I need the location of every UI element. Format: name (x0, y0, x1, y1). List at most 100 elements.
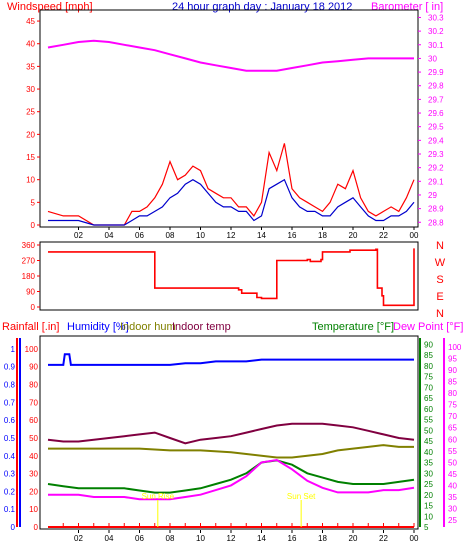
barometer-tick-label: 29.1 (428, 177, 444, 186)
dewpoint-tick-label: 70 (448, 412, 457, 421)
temperature-tick-label: 40 (424, 448, 433, 457)
temperature-tick-label: 25 (424, 480, 433, 489)
wind-baro-plot-frame (39, 9, 419, 228)
wind-x-tick-label: 10 (196, 231, 205, 240)
wind-x-tick-label: 14 (257, 231, 266, 240)
wind-average-line (48, 178, 415, 226)
legend-rainfall: Rainfall [.in] (2, 321, 59, 333)
wind-direction-chart: 0 90 180 270 360 (22, 241, 415, 312)
barometer-tick-label: 29.9 (428, 68, 444, 77)
humidity-tick-label: 70 (29, 398, 38, 407)
dewpoint-tick-label: 25 (448, 516, 457, 525)
temp-x-tick-label: 14 (257, 534, 266, 543)
humidity-tick-label: 50 (29, 434, 38, 443)
barometer-tick-label: 29.4 (428, 136, 444, 145)
temperature-tick-label: 10 (424, 512, 433, 521)
wind-x-tick-label: 04 (105, 231, 114, 240)
wind-x-tick-label: 18 (318, 231, 327, 240)
barometer-axis-label: Barometer [ in] (371, 1, 443, 13)
legend-dew-point: Dew Point [°F] (393, 321, 463, 333)
barometer-tick-label: 29.7 (428, 95, 444, 104)
temp-x-tick-label: 22 (379, 534, 388, 543)
windspeed-tick-label: 10 (26, 176, 35, 185)
temp-x-tick-label: 20 (349, 534, 358, 543)
barometer-tick-label: 30.1 (428, 41, 444, 50)
temp-x-tick-label: 00 (410, 534, 419, 543)
dewpoint-tick-label: 35 (448, 493, 457, 502)
temperature-tick-label: 15 (424, 502, 433, 511)
temp-plot-frame (39, 335, 419, 530)
windspeed-tick-label: 30 (26, 85, 35, 94)
dewpoint-tick-label: 95 (448, 354, 457, 363)
rainfall-tick-label: 0.8 (4, 381, 16, 390)
temperature-tick-label: 80 (424, 362, 433, 371)
temperature-tick-label: 20 (424, 491, 433, 500)
dewpoint-tick-label: 55 (448, 447, 457, 456)
windspeed-tick-label: 15 (26, 153, 35, 162)
wind-baro-chart: 0 5 10 15 20 25 30 35 40 45 28.8 28.9 29 29.1 29.2 29.3… (26, 13, 444, 240)
humidity-tick-label: 60 (29, 416, 38, 425)
humidity-tick-label: 40 (29, 452, 38, 461)
temperature-tick-label: 75 (424, 373, 433, 382)
barometer-tick-label: 30 (428, 54, 437, 63)
windspeed-tick-label: 25 (26, 108, 35, 117)
wind-x-tick-label: 20 (349, 231, 358, 240)
wind-x-tick-label: 16 (288, 231, 297, 240)
wind-x-tick-label: 12 (227, 231, 236, 240)
dewpoint-tick-label: 80 (448, 389, 457, 398)
rainfall-tick-label: 0.9 (4, 363, 16, 372)
humidity-tick-label: 30 (29, 470, 38, 479)
dewpoint-tick-label: 90 (448, 366, 457, 375)
legend-indoor-hum: Indoor hum (120, 321, 176, 333)
temperature-line (47, 459, 415, 494)
dewpoint-tick-label: 75 (448, 401, 457, 410)
barometer-tick-label: 29.8 (428, 82, 444, 91)
rainfall-tick-label: 0.6 (4, 416, 16, 425)
wind-x-tick-label: 00 (410, 231, 419, 240)
rainfall-tick-label: 0 (11, 523, 16, 532)
dewpoint-tick-label: 40 (448, 481, 457, 490)
dewpoint-tick-label: 30 (448, 505, 457, 514)
rainfall-tick-label: 0.2 (4, 487, 16, 496)
wind-x-tick-label: 08 (166, 231, 175, 240)
direction-tick-label: 360 (22, 241, 36, 250)
direction-letter: W (435, 257, 446, 269)
rainfall-tick-label: 0.1 (4, 505, 16, 514)
dewpoint-tick-label: 50 (448, 458, 457, 467)
barometer-tick-label: 29.2 (428, 164, 444, 173)
legend-indoor-temp: Indoor temp (172, 321, 231, 333)
wind-gust-line (47, 143, 415, 226)
direction-tick-label: 270 (22, 257, 36, 266)
windspeed-tick-label: 35 (26, 62, 35, 71)
barometer-tick-label: 29.6 (428, 109, 444, 118)
temperature-tick-label: 85 (424, 351, 433, 360)
barometer-tick-label: 30.3 (428, 13, 444, 22)
barometer-tick-label: 29.3 (428, 150, 444, 159)
rainfall-tick-label: 1 (11, 345, 16, 354)
humidity-tick-label: 0 (34, 523, 39, 532)
temperature-tick-label: 30 (424, 469, 433, 478)
temperature-tick-label: 5 (424, 523, 429, 532)
wind-direction-line (48, 248, 415, 307)
direction-letter: S (436, 274, 443, 286)
temperature-tick-label: 90 (424, 340, 433, 349)
dew-point-line (48, 458, 415, 501)
temp-x-tick-label: 10 (196, 534, 205, 543)
wind-x-tick-label: 06 (135, 231, 144, 240)
rainfall-tick-label: 0.5 (4, 434, 16, 443)
windspeed-tick-label: 20 (26, 130, 35, 139)
humidity-tick-label: 80 (29, 381, 38, 390)
wind-x-tick-label: 02 (74, 231, 83, 240)
humidity-tick-label: 20 (29, 487, 38, 496)
temp-x-tick-label: 12 (227, 534, 236, 543)
temperature-tick-label: 50 (424, 426, 433, 435)
barometer-tick-label: 29 (428, 191, 437, 200)
humidity-tick-label: 100 (25, 345, 39, 354)
temp-humidity-chart: 00.10.20.30.40.50.60.70.80.9101020304050… (4, 338, 462, 543)
dewpoint-tick-label: 45 (448, 470, 457, 479)
wind-x-tick-label: 22 (379, 231, 388, 240)
temp-x-tick-label: 02 (74, 534, 83, 543)
legend-humidity: Humidity [%] (67, 321, 129, 333)
